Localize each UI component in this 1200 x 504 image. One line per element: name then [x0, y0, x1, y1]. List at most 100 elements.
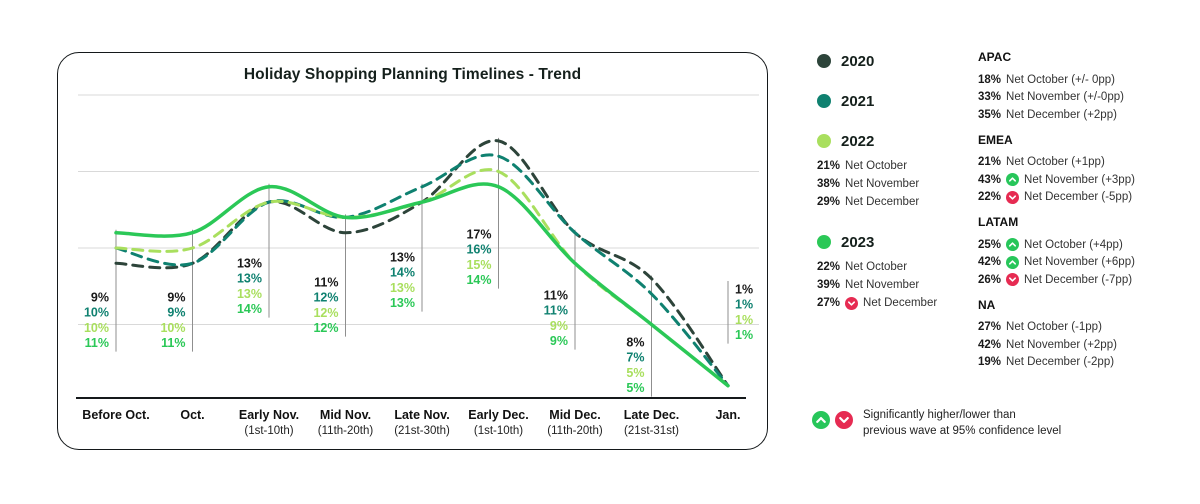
region-NA-stat-1-value: 42%	[978, 338, 1002, 351]
year-label: 2020	[841, 52, 875, 70]
region-LATAM-stat-2-value: 26%	[978, 273, 1002, 286]
region-LATAM-stat-1: 42% Net November (+6pp)	[978, 254, 1196, 272]
legend-year-2021: 2021	[817, 92, 967, 110]
x-tick-label-8: Jan.	[715, 408, 740, 422]
value-label-2022-1: 10%	[160, 321, 185, 335]
value-label-2023-6: 9%	[550, 334, 568, 348]
year-2022-stat-0-label: Net October	[845, 160, 908, 172]
legend-year-head-2021: 2021	[817, 92, 967, 110]
chart-card: Holiday Shopping Planning Timelines - Tr…	[57, 52, 768, 450]
significance-up-icon	[1006, 255, 1020, 269]
region-APAC-stat-1-label: Net November (+/-0pp)	[1006, 91, 1124, 104]
region-LATAM-stat-0-label: Net October (+4pp)	[1024, 238, 1123, 251]
year-stats-2023: 22% Net October 39% Net November 27% Net Dece…	[817, 258, 967, 312]
year-2023-stat-0-value: 22%	[817, 261, 841, 273]
legend-year-2022: 2022 21% Net October 38% Net November 29% Net …	[817, 132, 967, 211]
year-2023-stat-1-label: Net November	[845, 279, 920, 291]
significance-down-icon	[1006, 273, 1020, 287]
footnote-line2: previous wave at 95% confidence level	[863, 424, 1062, 437]
value-label-2023-4: 13%	[390, 296, 415, 310]
x-tick-sublabel-4: (21st-30th)	[394, 425, 450, 437]
region-EMEA-stat-2: 22% Net December (-5pp)	[978, 189, 1196, 207]
region-NA: NA 27% Net October (-1pp) 42% Net November (…	[978, 298, 1196, 372]
region-EMEA-stat-2-value: 22%	[978, 191, 1002, 204]
significance-down-icon	[1006, 190, 1020, 204]
region-APAC: APAC 18% Net October (+/- 0pp) 33% Net Novem…	[978, 50, 1196, 124]
value-label-2020-3: 11%	[314, 276, 338, 290]
region-APAC-stat-1-value: 33%	[978, 91, 1002, 104]
year-label: 2022	[841, 132, 875, 150]
value-label-2021-8: 1%	[735, 298, 753, 312]
region-APAC-stat-0-value: 18%	[978, 73, 1002, 86]
x-tick-sublabel-2: (1st-10th)	[244, 425, 293, 437]
series-dot-icon	[817, 54, 831, 68]
year-2023-stat-0-label: Net October	[845, 261, 908, 273]
year-2022-stat-1-label: Net November	[845, 178, 920, 190]
legend-year-2020: 2020	[817, 52, 967, 70]
x-tick-sublabel-5: (1st-10th)	[474, 425, 523, 437]
series-line-2023	[114, 182, 730, 388]
x-tick-label-2: Early Nov.	[239, 408, 299, 422]
series-line-2021	[114, 153, 730, 388]
region-NA-stat-0-value: 27%	[978, 321, 1002, 334]
footnote-icons	[812, 408, 853, 429]
region-LATAM-stat-1-value: 42%	[978, 256, 1002, 269]
footnote-text: Significantly higher/lower than previous …	[863, 408, 1061, 440]
region-LATAM-stat-2-label: Net December (-7pp)	[1024, 273, 1133, 286]
region-APAC-stat-2-value: 35%	[978, 108, 1002, 121]
region-EMEA-stat-1-value: 43%	[978, 173, 1002, 186]
legend-year-2023: 2023 22% Net October 39% Net November 27% Net …	[817, 233, 967, 312]
trend-line-chart: 9%10%10%11%9%9%10%11%13%13%13%14%11%12%1…	[76, 94, 759, 437]
value-label-2022-3: 12%	[313, 306, 338, 320]
region-NA-stat-1: 42% Net November (+2pp)	[978, 336, 1196, 354]
year-2023-stat-0: 22% Net October	[817, 258, 967, 276]
region-EMEA: EMEA 21% Net October (+1pp) 43% Net November…	[978, 133, 1196, 207]
region-LATAM-stat-0: 25% Net October (+4pp)	[978, 236, 1196, 254]
region-NA-stat-2-value: 19%	[978, 356, 1002, 369]
region-NA-stat-1-label: Net November (+2pp)	[1006, 338, 1117, 351]
region-header-LATAM: LATAM	[978, 215, 1019, 229]
x-tick-label-6: Mid Dec.	[549, 408, 600, 422]
significance-down-icon	[845, 296, 859, 310]
value-label-2021-5: 16%	[466, 243, 491, 257]
significance-footnote: Significantly higher/lower than previous …	[812, 408, 1061, 440]
value-label-2022-8: 1%	[735, 313, 753, 327]
x-tick-sublabel-6: (11th-20th)	[547, 425, 603, 437]
year-2023-stat-2-value: 27%	[817, 297, 841, 309]
series-dot-icon	[817, 94, 831, 108]
year-2022-stat-1-value: 38%	[817, 178, 841, 190]
region-APAC-stat-0: 18% Net October (+/- 0pp)	[978, 71, 1196, 89]
year-stats-2022: 21% Net October 38% Net November 29% Net Dece…	[817, 157, 967, 211]
region-LATAM-stat-2: 26% Net December (-7pp)	[978, 271, 1196, 289]
year-2022-stat-0-value: 21%	[817, 160, 841, 172]
significance-down-icon	[835, 411, 853, 429]
value-label-2020-1: 9%	[167, 291, 185, 305]
x-tick-label-0: Before Oct.	[82, 408, 149, 422]
value-label-2020-6: 11%	[544, 289, 568, 303]
region-EMEA-stat-0: 21% Net October (+1pp)	[978, 154, 1196, 172]
year-2022-stat-0: 21% Net October	[817, 157, 967, 175]
year-label: 2021	[841, 92, 875, 110]
region-APAC-stat-2-label: Net December (+2pp)	[1006, 108, 1117, 121]
value-label-2022-0: 10%	[84, 321, 109, 335]
value-label-2022-6: 9%	[550, 319, 568, 333]
significance-up-icon	[1006, 238, 1020, 252]
value-label-2021-2: 13%	[237, 272, 262, 286]
value-label-2023-5: 14%	[466, 273, 491, 287]
x-tick-sublabel-3: (11th-20th)	[318, 425, 374, 437]
series-dot-icon	[817, 134, 831, 148]
value-label-2021-0: 10%	[84, 306, 109, 320]
x-tick-label-5: Early Dec.	[468, 408, 528, 422]
year-2023-stat-1-value: 39%	[817, 279, 841, 291]
region-NA-stat-2: 19% Net December (-2pp)	[978, 354, 1196, 372]
region-EMEA-stat-0-value: 21%	[978, 156, 1002, 169]
value-label-2022-2: 13%	[237, 287, 262, 301]
significance-up-icon	[1006, 173, 1020, 187]
region-LATAM-stat-1-label: Net November (+6pp)	[1024, 256, 1135, 269]
region-header-NA: NA	[978, 297, 996, 312]
value-label-2022-5: 15%	[466, 258, 491, 272]
region-header-APAC: APAC	[978, 50, 1012, 64]
legend-year-head-2022: 2022	[817, 132, 967, 150]
value-label-2020-7: 8%	[626, 336, 644, 350]
